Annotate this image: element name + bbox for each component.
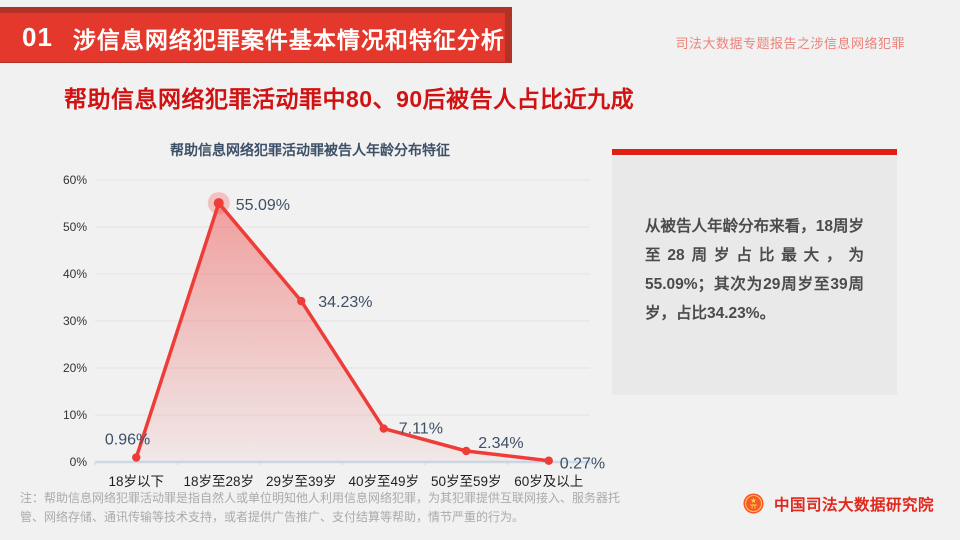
data-point-marker <box>544 456 553 465</box>
x-axis-label: 60岁及以上 <box>514 474 583 489</box>
footnote-text: 注：帮助信息网络犯罪活动罪是指自然人或单位明知他人利用信息网络犯罪，为其犯罪提供… <box>20 491 621 524</box>
data-point-marker <box>213 198 224 209</box>
y-axis-label: 60% <box>63 173 87 187</box>
x-axis-label: 29岁至39岁 <box>266 474 337 489</box>
y-axis-label: 30% <box>63 314 87 328</box>
data-point-label: 7.11% <box>399 421 443 438</box>
y-axis-label: 20% <box>63 361 87 375</box>
data-point-marker <box>297 296 306 306</box>
data-point-label: 55.09% <box>236 197 290 214</box>
y-axis-label: 50% <box>63 220 87 234</box>
y-axis-label: 40% <box>63 267 87 281</box>
section-banner: 01 涉信息网络犯罪案件基本情况和特征分析 <box>0 13 505 62</box>
age-distribution-line-chart: 0% 10% 20% 30% 40% 50% 60% 0.96% 55.09% 34.23% 7.1… <box>63 173 605 489</box>
y-axis-label: 0% <box>70 455 88 469</box>
series-area-fill <box>136 203 549 462</box>
org-name: 中国司法大数据研究院 <box>774 496 935 514</box>
chart-title: 帮助信息网络犯罪活动罪被告人年龄分布特征 <box>170 142 450 158</box>
analysis-panel: 从被告人年龄分布来看，18周岁至28周岁占比最大，为55.09%；其次为29周岁… <box>612 157 897 395</box>
national-emblem-icon <box>743 493 764 514</box>
x-axis-label: 18岁至28岁 <box>183 474 254 489</box>
data-point-marker <box>132 453 141 462</box>
report-series-label: 司法大数据专题报告之涉信息网络犯罪 <box>675 36 905 51</box>
data-point-label: 0.27% <box>560 456 605 473</box>
slide-title: 帮助信息网络犯罪活动罪中80、90后被告人占比近九成 <box>64 86 635 112</box>
data-point-label: 34.23% <box>318 294 372 311</box>
section-banner-title: 涉信息网络犯罪案件基本情况和特征分析 <box>72 26 505 53</box>
data-point-label: 2.34% <box>478 435 523 452</box>
footer-brand: 中国司法大数据研究院 <box>742 492 934 515</box>
section-number: 01 <box>22 22 53 52</box>
data-point-marker <box>462 446 471 456</box>
data-point-marker <box>379 424 388 433</box>
x-axis-label: 40岁至49岁 <box>348 474 419 489</box>
panel-accent-bar <box>612 149 897 155</box>
y-axis-label: 10% <box>63 408 87 422</box>
analysis-text: 从被告人年龄分布来看，18周岁至28周岁占比最大，为55.09%；其次为29周岁… <box>645 218 864 322</box>
series-line <box>134 201 551 463</box>
x-axis-label: 18岁以下 <box>108 474 164 489</box>
x-axis-label: 50岁至59岁 <box>431 474 502 489</box>
data-point-label: 0.96% <box>105 431 150 448</box>
